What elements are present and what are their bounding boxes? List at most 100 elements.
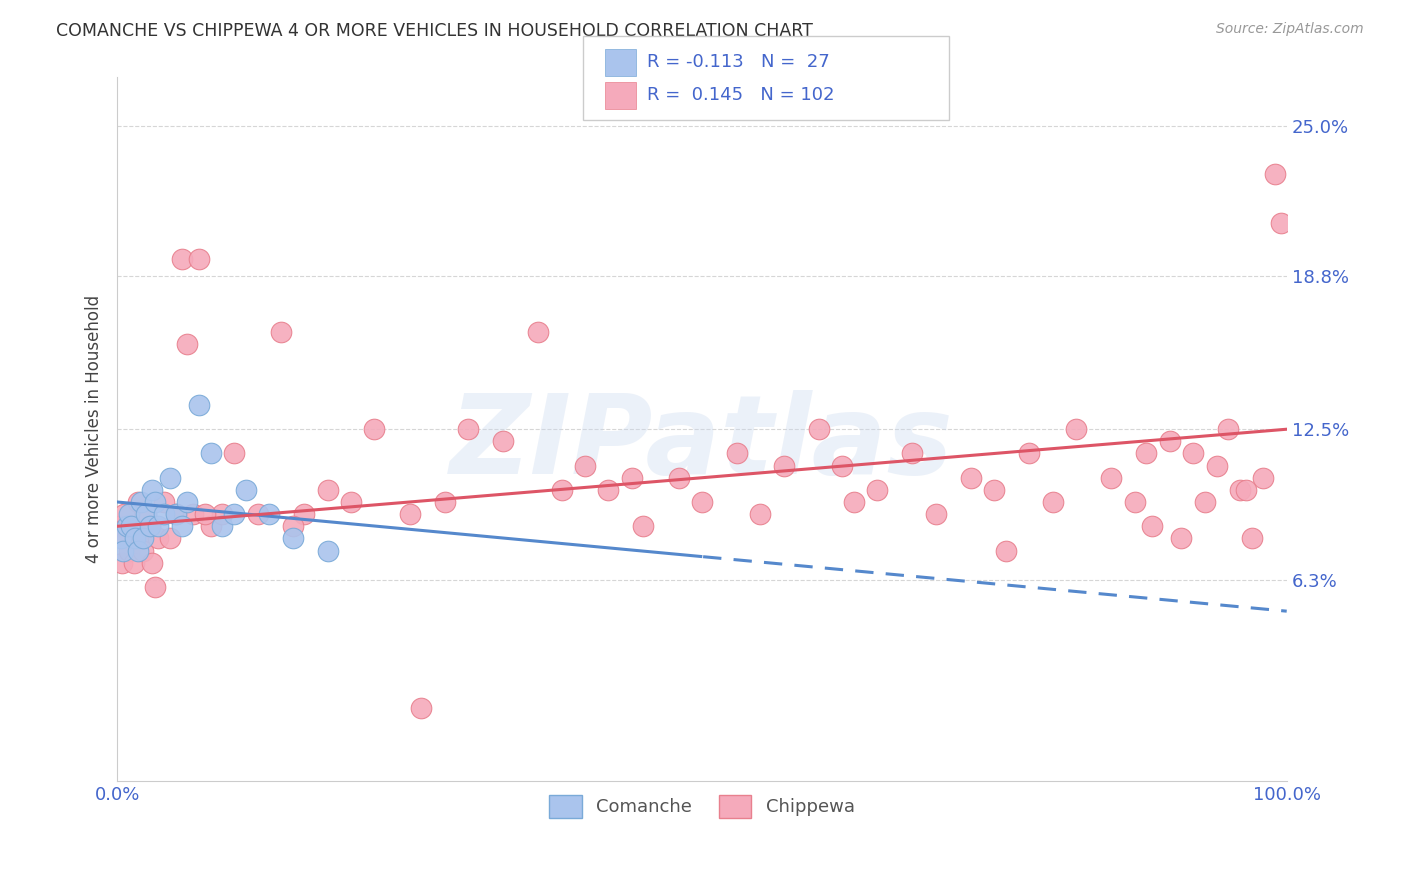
Point	[124, 532, 146, 546]
Text: COMANCHE VS CHIPPEWA 4 OR MORE VEHICLES IN HOUSEHOLD CORRELATION CHART: COMANCHE VS CHIPPEWA 4 OR MORE VEHICLES …	[56, 22, 813, 40]
Point	[1229, 483, 1251, 497]
Point	[135, 507, 157, 521]
Point	[281, 519, 304, 533]
Point	[146, 519, 169, 533]
Point	[866, 483, 889, 497]
Point	[257, 507, 280, 521]
Y-axis label: 4 or more Vehicles in Household: 4 or more Vehicles in Household	[86, 295, 103, 563]
Point	[153, 507, 176, 521]
Point	[1253, 471, 1275, 485]
Point	[457, 422, 479, 436]
Point	[122, 556, 145, 570]
Point	[527, 325, 550, 339]
Point	[668, 471, 690, 485]
Point	[200, 519, 222, 533]
Point	[112, 507, 135, 521]
Point	[170, 252, 193, 267]
Point	[141, 483, 163, 497]
Point	[129, 532, 152, 546]
Text: R =  0.145   N = 102: R = 0.145 N = 102	[647, 87, 834, 104]
Point	[112, 543, 135, 558]
Point	[159, 532, 181, 546]
Point	[1218, 422, 1240, 436]
Point	[120, 519, 142, 533]
Point	[139, 519, 162, 533]
Point	[153, 495, 176, 509]
Point	[194, 507, 217, 521]
Point	[1135, 446, 1157, 460]
Point	[176, 337, 198, 351]
Point	[224, 507, 246, 521]
Point	[165, 507, 187, 521]
Point	[146, 532, 169, 546]
Point	[135, 507, 157, 521]
Point	[492, 434, 515, 449]
Point	[127, 495, 149, 509]
Point	[433, 495, 456, 509]
Point	[246, 507, 269, 521]
Point	[960, 471, 983, 485]
Point	[411, 701, 433, 715]
Point	[550, 483, 572, 497]
Point	[1140, 519, 1163, 533]
Point	[176, 495, 198, 509]
Point	[983, 483, 1005, 497]
Point	[270, 325, 292, 339]
Point	[165, 507, 187, 521]
Point	[211, 519, 233, 533]
Point	[108, 519, 131, 533]
Point	[842, 495, 865, 509]
Point	[181, 507, 204, 521]
Point	[129, 495, 152, 509]
Legend: Comanche, Chippewa: Comanche, Chippewa	[541, 789, 862, 825]
Point	[690, 495, 713, 509]
Point	[292, 507, 315, 521]
Point	[127, 543, 149, 558]
Point	[115, 519, 138, 533]
Point	[316, 483, 339, 497]
Point	[633, 519, 655, 533]
Point	[170, 519, 193, 533]
Point	[211, 507, 233, 521]
Point	[901, 446, 924, 460]
Point	[1264, 168, 1286, 182]
Point	[139, 519, 162, 533]
Point	[574, 458, 596, 473]
Point	[807, 422, 830, 436]
Point	[115, 532, 138, 546]
Point	[772, 458, 794, 473]
Point	[1170, 532, 1192, 546]
Point	[1270, 216, 1292, 230]
Point	[143, 580, 166, 594]
Point	[1064, 422, 1087, 436]
Point	[1205, 458, 1227, 473]
Point	[132, 543, 155, 558]
Point	[1240, 532, 1263, 546]
Point	[132, 532, 155, 546]
Text: R = -0.113   N =  27: R = -0.113 N = 27	[647, 54, 830, 71]
Point	[598, 483, 620, 497]
Point	[925, 507, 948, 521]
Point	[831, 458, 853, 473]
Point	[200, 446, 222, 460]
Text: Source: ZipAtlas.com: Source: ZipAtlas.com	[1216, 22, 1364, 37]
Point	[120, 519, 142, 533]
Point	[995, 543, 1018, 558]
Text: ZIPatlas: ZIPatlas	[450, 390, 953, 497]
Point	[1099, 471, 1122, 485]
Point	[143, 495, 166, 509]
Point	[363, 422, 385, 436]
Point	[281, 532, 304, 546]
Point	[111, 556, 134, 570]
Point	[749, 507, 772, 521]
Point	[159, 471, 181, 485]
Point	[125, 532, 148, 546]
Point	[188, 398, 211, 412]
Point	[316, 543, 339, 558]
Point	[1234, 483, 1257, 497]
Point	[1042, 495, 1064, 509]
Point	[620, 471, 643, 485]
Point	[118, 543, 141, 558]
Point	[398, 507, 420, 521]
Point	[1123, 495, 1146, 509]
